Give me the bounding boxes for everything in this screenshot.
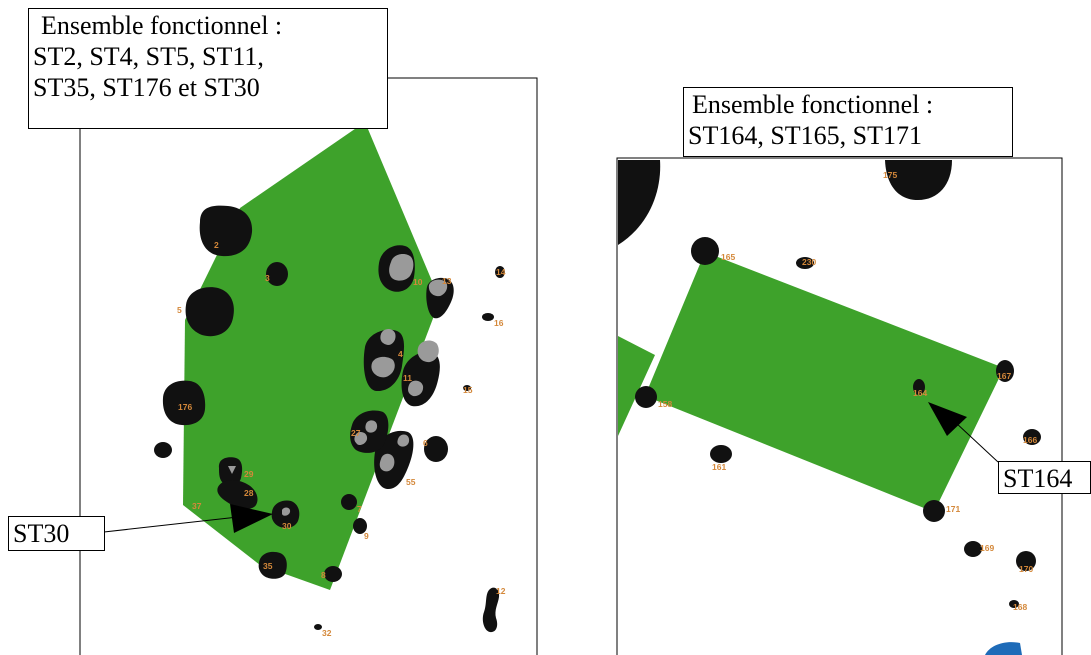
label-st4: 4 — [398, 349, 403, 359]
label-st169: 169 — [980, 543, 994, 553]
feature-st15b — [154, 442, 172, 458]
label-st13: 13 — [442, 276, 452, 286]
feature-st9 — [353, 518, 367, 534]
label-st30: 30 — [282, 521, 292, 531]
feature-st169 — [964, 541, 982, 557]
st30-arrow-head — [230, 504, 273, 533]
functional-zone-partial — [618, 336, 655, 436]
st30-pointer-line — [103, 516, 239, 533]
feature-st2 — [199, 205, 253, 257]
feature-st161 — [710, 445, 732, 463]
label-st230: 230 — [802, 257, 816, 267]
water-feature — [985, 642, 1022, 655]
label-st29: 29 — [244, 469, 254, 479]
functional-zone-right — [645, 252, 1004, 512]
feature-labels-left: 2 3 5 176 29 28 37 30 35 8 9 7 55 6 27 4… — [177, 240, 506, 638]
label-st161: 161 — [712, 462, 726, 472]
feature-st32 — [314, 624, 322, 630]
left-callout: Ensemble fonctionnel : ST2, ST4, ST5, ST… — [28, 8, 388, 129]
left-plan-panel: 2 3 5 176 29 28 37 30 35 8 9 7 55 6 27 4… — [79, 77, 538, 655]
feature-labels-right: 175 165 230 158 164 167 166 161 171 169 … — [658, 170, 1037, 612]
feature-st28 — [217, 479, 258, 509]
feature-st16 — [482, 313, 494, 321]
label-st35: 35 — [263, 561, 273, 571]
feature-st165 — [691, 237, 719, 265]
feature-partial-top-left — [618, 160, 661, 245]
label-st8: 8 — [321, 570, 326, 580]
label-st6: 6 — [423, 438, 428, 448]
feature-st7 — [341, 494, 357, 510]
label-st176: 176 — [178, 402, 192, 412]
st164-arrow-head — [928, 402, 967, 436]
label-st166: 166 — [1023, 435, 1037, 445]
label-st170: 170 — [1019, 564, 1033, 574]
feature-st5 — [185, 287, 234, 337]
label-st165: 165 — [721, 252, 735, 262]
feature-st170 — [1016, 551, 1036, 571]
st164-callout: ST164 — [998, 461, 1091, 494]
right-callout-line1: ST164, ST165, ST171 — [688, 121, 923, 150]
label-st167: 167 — [997, 371, 1011, 381]
st164-pointer-line — [954, 421, 999, 463]
feature-st35 — [258, 551, 287, 579]
label-st55: 55 — [406, 477, 416, 487]
features-right — [635, 160, 1041, 608]
label-st10: 10 — [413, 277, 423, 287]
label-st16: 16 — [494, 318, 504, 328]
label-st164: 164 — [913, 388, 927, 398]
label-st12: 12 — [496, 586, 506, 596]
left-callout-line1: ST2, ST4, ST5, ST11, — [33, 42, 264, 71]
label-st32: 32 — [322, 628, 332, 638]
label-st27: 27 — [351, 428, 361, 438]
label-st14: 14 — [496, 267, 506, 277]
feature-st12 — [482, 587, 500, 633]
feature-fills-left — [228, 254, 448, 516]
feature-st175 — [885, 160, 952, 200]
feature-st158 — [635, 386, 657, 408]
feature-st3 — [266, 262, 288, 286]
right-plan-panel: 175 165 230 158 164 167 166 161 171 169 … — [616, 157, 1063, 655]
label-st7: 7 — [357, 504, 362, 514]
label-st5: 5 — [177, 305, 182, 315]
label-st175: 175 — [883, 170, 897, 180]
feature-st8 — [324, 566, 342, 582]
left-callout-line2: ST35, ST176 et ST30 — [33, 73, 260, 102]
feature-st6 — [424, 436, 448, 462]
label-st3: 3 — [265, 273, 270, 283]
label-st171: 171 — [946, 504, 960, 514]
feature-st15 — [463, 385, 471, 391]
label-st2: 2 — [214, 240, 219, 250]
label-st15: 15 — [463, 385, 473, 395]
feature-st167 — [996, 360, 1014, 382]
label-st28: 28 — [244, 488, 254, 498]
label-st168: 168 — [1013, 602, 1027, 612]
feature-st164 — [913, 379, 925, 395]
right-callout-title: Ensemble fonctionnel : — [692, 90, 934, 119]
feature-st171 — [923, 500, 945, 522]
label-st9: 9 — [364, 531, 369, 541]
feature-st176 — [162, 380, 206, 426]
left-callout-title: Ensemble fonctionnel : — [41, 11, 283, 40]
label-st11: 11 — [403, 373, 412, 383]
label-st37: 37 — [192, 501, 202, 511]
feature-st230 — [796, 257, 814, 269]
label-st158: 158 — [658, 399, 672, 409]
st30-callout: ST30 — [8, 516, 105, 551]
right-callout: Ensemble fonctionnel : ST164, ST165, ST1… — [683, 87, 1013, 157]
feature-st29 — [218, 457, 243, 486]
feature-st168 — [1009, 600, 1019, 608]
feature-st14 — [495, 266, 505, 278]
feature-st166 — [1023, 429, 1041, 445]
